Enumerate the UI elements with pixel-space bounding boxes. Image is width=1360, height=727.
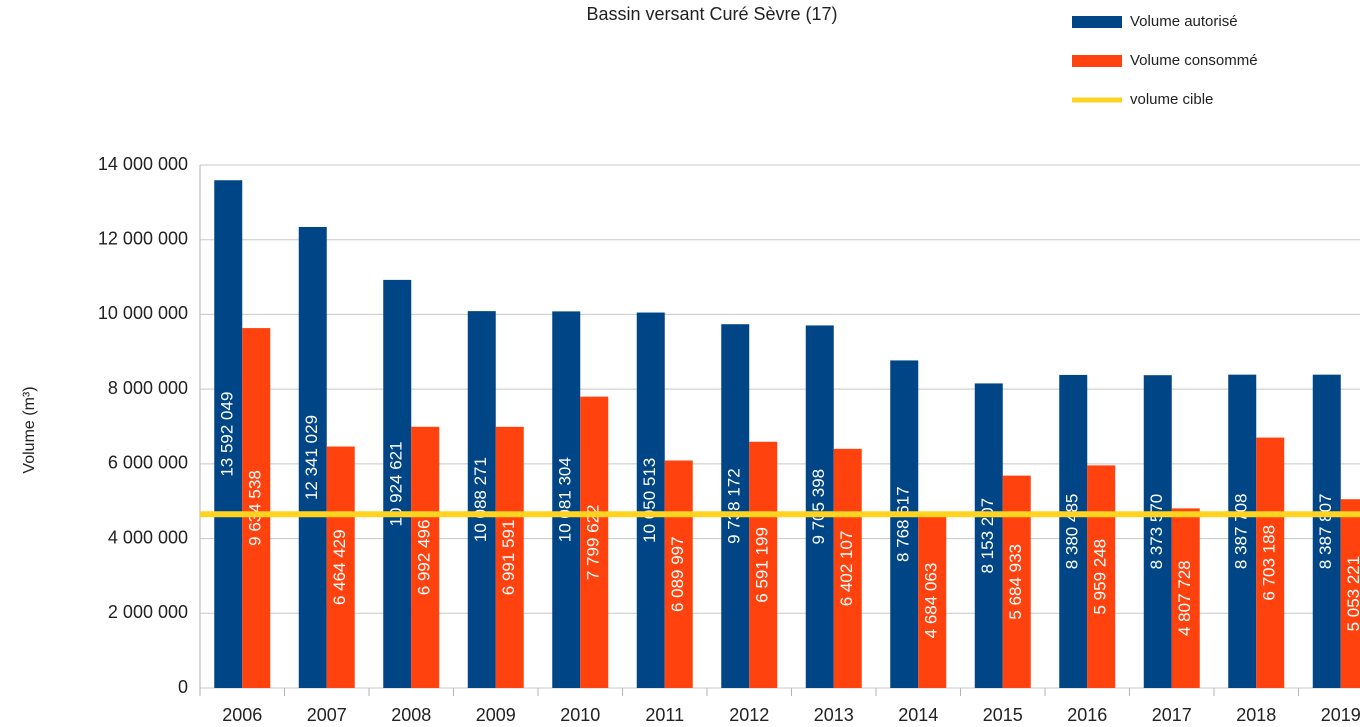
x-tick-label: 2012 xyxy=(729,705,769,725)
bar xyxy=(214,180,243,689)
data-label: 5 053 221 xyxy=(1344,556,1360,632)
bar xyxy=(1059,374,1088,688)
data-label: 8 380 485 xyxy=(1063,494,1082,570)
bar xyxy=(805,325,834,688)
y-tick-label: 12 000 000 xyxy=(98,228,188,248)
bar xyxy=(1002,475,1031,688)
x-tick-label: 2019 xyxy=(1321,705,1360,725)
y-tick-label: 4 000 000 xyxy=(108,527,188,547)
data-label: 6 464 429 xyxy=(330,529,349,605)
bar xyxy=(580,396,609,688)
bar xyxy=(664,460,693,688)
bar xyxy=(242,328,271,688)
bar xyxy=(1312,374,1341,688)
data-label: 5 684 933 xyxy=(1006,544,1025,620)
data-label: 5 959 248 xyxy=(1091,539,1110,615)
bar xyxy=(833,448,862,688)
bar xyxy=(467,311,496,688)
legend-swatch xyxy=(1072,55,1122,67)
data-label: 7 799 622 xyxy=(584,504,603,580)
data-label: 6 992 496 xyxy=(415,520,434,596)
x-tick-label: 2015 xyxy=(983,705,1023,725)
bar xyxy=(1143,375,1172,688)
bar xyxy=(918,513,947,688)
data-label: 10 050 513 xyxy=(640,458,659,543)
x-tick-label: 2007 xyxy=(307,705,347,725)
x-tick-label: 2011 xyxy=(645,705,684,725)
data-label: 8 387 708 xyxy=(1232,494,1251,570)
bar xyxy=(552,311,581,688)
legend-label: Volume autorisé xyxy=(1130,13,1238,30)
x-tick-label: 2016 xyxy=(1067,705,1107,725)
data-label: 9 705 398 xyxy=(809,469,828,545)
chart-title: Bassin versant Curé Sèvre (17) xyxy=(586,4,837,24)
bar xyxy=(974,383,1003,688)
data-label: 8 768 617 xyxy=(894,486,913,562)
y-tick-label: 8 000 000 xyxy=(108,378,188,398)
x-tick-label: 2010 xyxy=(560,705,600,725)
bar xyxy=(1087,465,1116,688)
bar xyxy=(411,426,440,688)
y-tick-label: 14 000 000 xyxy=(98,154,188,174)
bar xyxy=(636,312,665,688)
data-label: 10 081 304 xyxy=(556,457,575,542)
bar xyxy=(326,446,355,688)
x-tick-label: 2008 xyxy=(391,705,431,725)
x-tick-label: 2018 xyxy=(1236,705,1276,725)
data-label: 13 592 049 xyxy=(218,392,237,477)
bar xyxy=(890,360,919,688)
bar xyxy=(721,324,750,688)
data-label: 4 807 728 xyxy=(1175,560,1194,636)
bar xyxy=(383,279,412,688)
bar xyxy=(495,426,524,688)
x-tick-label: 2009 xyxy=(476,705,516,725)
data-label: 6 089 997 xyxy=(668,536,687,612)
data-label: 8 373 570 xyxy=(1147,494,1166,570)
data-label: 9 738 172 xyxy=(725,468,744,544)
data-label: 10 088 271 xyxy=(471,457,490,542)
x-tick-label: 2013 xyxy=(814,705,854,725)
bar xyxy=(749,441,778,688)
legend-label: volume cible xyxy=(1130,91,1213,108)
y-axis-title: Volume (m³) xyxy=(21,386,38,473)
data-label: 10 924 621 xyxy=(387,441,406,526)
data-label: 8 387 807 xyxy=(1316,494,1335,570)
bar xyxy=(298,226,327,688)
bar xyxy=(1171,508,1200,688)
y-tick-label: 6 000 000 xyxy=(108,453,188,473)
y-tick-label: 0 xyxy=(178,677,188,697)
x-tick-label: 2017 xyxy=(1152,705,1192,725)
data-label: 9 634 538 xyxy=(246,470,265,546)
data-label: 4 684 063 xyxy=(922,563,941,639)
bar xyxy=(1340,499,1360,688)
data-label: 6 991 591 xyxy=(499,520,518,596)
legend-label: Volume consommé xyxy=(1130,52,1258,69)
data-label: 6 591 199 xyxy=(753,527,772,603)
x-tick-label: 2006 xyxy=(222,705,262,725)
legend-swatch xyxy=(1072,16,1122,28)
data-label: 6 402 107 xyxy=(837,531,856,607)
bar xyxy=(1228,374,1257,688)
y-tick-label: 2 000 000 xyxy=(108,602,188,622)
data-label: 6 703 188 xyxy=(1260,525,1279,601)
data-label: 12 341 029 xyxy=(302,415,321,500)
y-tick-label: 10 000 000 xyxy=(98,303,188,323)
bar xyxy=(1256,437,1285,688)
x-tick-label: 2014 xyxy=(898,705,938,725)
data-label: 8 153 207 xyxy=(978,498,997,574)
